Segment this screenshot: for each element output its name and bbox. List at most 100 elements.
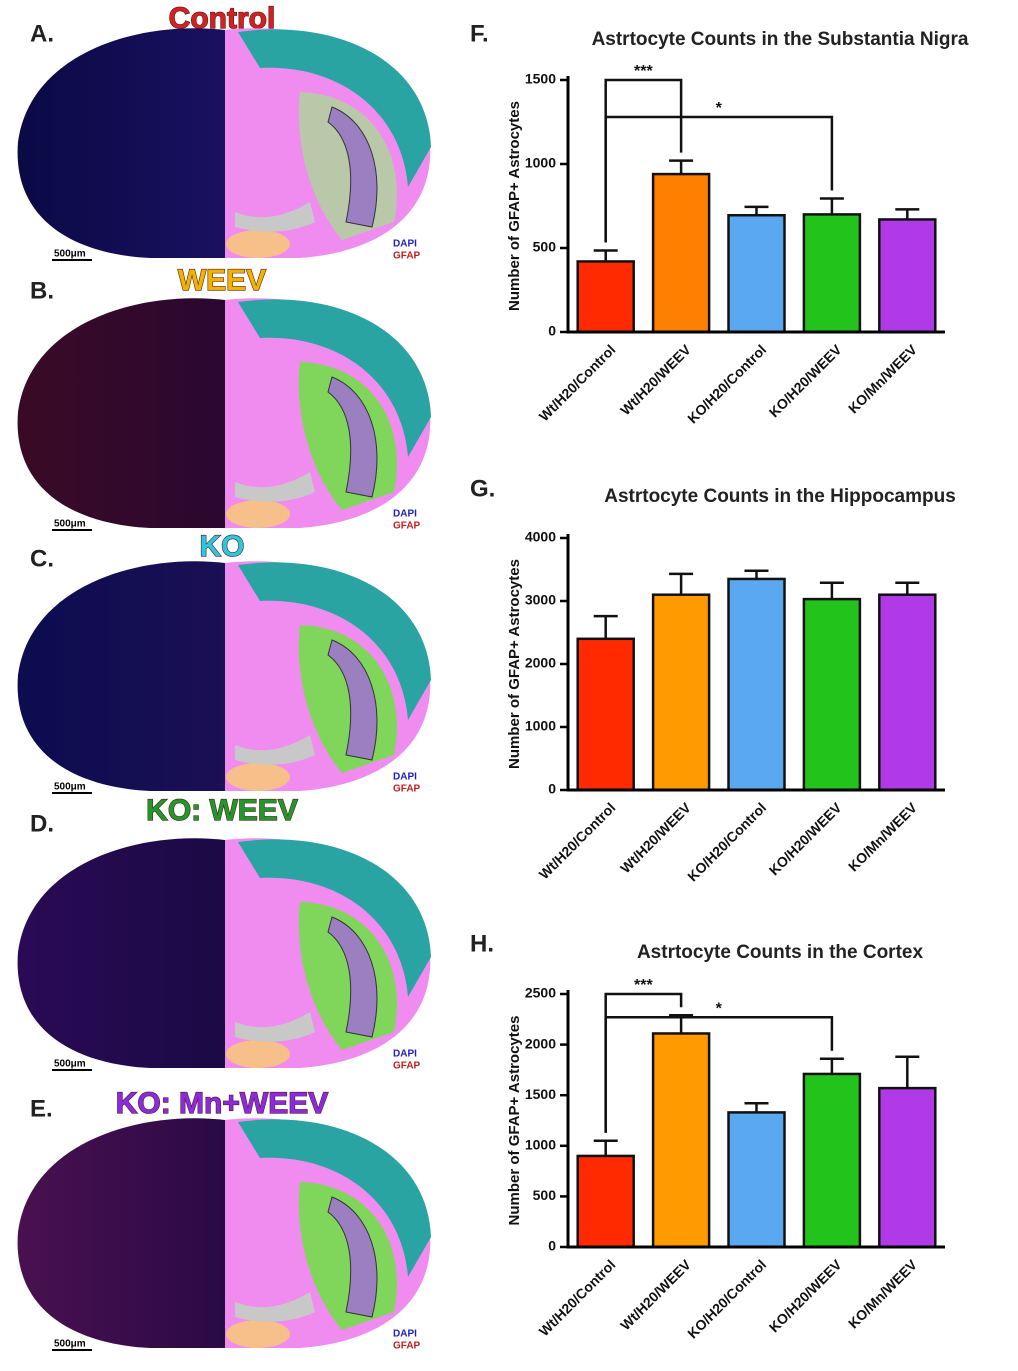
panel-letter: A. bbox=[30, 20, 54, 47]
bar bbox=[578, 1156, 634, 1247]
stain-dapi: DAPI bbox=[393, 772, 417, 783]
error-bar bbox=[745, 207, 769, 215]
y-tick-label: 500 bbox=[533, 239, 557, 255]
error-bar bbox=[594, 251, 618, 262]
atlas-bottom bbox=[226, 1040, 290, 1068]
chart-title: Astrtocyte Counts in the Hippocampus bbox=[604, 486, 956, 507]
x-tick-label: KO/H20/Control bbox=[684, 1256, 769, 1341]
stain-dapi: DAPI bbox=[393, 509, 417, 520]
x-tick-label: Wt/H20/Control bbox=[536, 341, 619, 424]
bar bbox=[729, 1112, 785, 1247]
bar bbox=[729, 215, 785, 332]
atlas-bottom bbox=[226, 763, 290, 791]
panel-title: KO: WEEV bbox=[146, 794, 298, 827]
error-bar bbox=[669, 161, 693, 174]
brain-left bbox=[18, 838, 225, 1068]
x-tick-label: Wt/H20/WEEV bbox=[617, 1256, 694, 1333]
y-tick-label: 1000 bbox=[525, 155, 556, 171]
stain-gfap: GFAP bbox=[393, 784, 421, 795]
y-tick-label: 500 bbox=[533, 1187, 557, 1203]
bar bbox=[653, 1033, 709, 1247]
stain-dapi: DAPI bbox=[393, 239, 417, 250]
x-tick-label: Wt/H20/Control bbox=[536, 1256, 619, 1339]
x-tick-label: KO/Mn/WEEV bbox=[845, 341, 921, 417]
brain-left bbox=[18, 28, 225, 258]
panel-letter: D. bbox=[30, 810, 54, 837]
brain-image: 500μmDAPIGFAP bbox=[18, 838, 431, 1071]
y-axis-label: Number of GFAP+ Astrocytes bbox=[506, 101, 523, 311]
significance-label: *** bbox=[634, 977, 653, 994]
y-axis-label: Number of GFAP+ Astrocytes bbox=[506, 1016, 523, 1226]
scale-bar-label: 500μm bbox=[54, 519, 86, 530]
x-tick-label: KO/H20/WEEV bbox=[766, 341, 845, 420]
y-tick-label: 1000 bbox=[525, 1137, 556, 1153]
y-tick-label: 1500 bbox=[525, 1086, 556, 1102]
significance-label: * bbox=[716, 1000, 723, 1017]
panel-letter: F. bbox=[470, 20, 489, 47]
bar bbox=[879, 1088, 935, 1247]
x-tick-label: Wt/H20/Control bbox=[536, 799, 619, 882]
x-tick-label: Wt/H20/WEEV bbox=[617, 341, 694, 418]
error-bar bbox=[895, 1057, 919, 1088]
x-tick-label: KO/Mn/WEEV bbox=[845, 1256, 921, 1332]
panel-title: WEEV bbox=[178, 264, 266, 297]
stain-gfap: GFAP bbox=[393, 1061, 421, 1072]
y-tick-label: 1000 bbox=[525, 718, 556, 734]
y-tick-label: 1500 bbox=[525, 71, 556, 87]
panel-letter: G. bbox=[470, 475, 495, 502]
error-bar bbox=[895, 583, 919, 595]
y-axis-label: Number of GFAP+ Astrocytes bbox=[506, 559, 523, 769]
figure: A.Control500μmDAPIGFAPB.WEEV500μmDAPIGFA… bbox=[0, 0, 1018, 1371]
bar bbox=[653, 595, 709, 790]
panel-letter: B. bbox=[30, 277, 54, 304]
scale-bar-label: 500μm bbox=[54, 249, 86, 260]
error-bar bbox=[745, 1103, 769, 1112]
atlas-bottom bbox=[226, 230, 290, 258]
y-tick-label: 4000 bbox=[525, 529, 556, 545]
error-bar bbox=[820, 1059, 844, 1074]
bar bbox=[653, 174, 709, 332]
x-tick-label: KO/H20/WEEV bbox=[766, 799, 845, 878]
error-bar bbox=[594, 616, 618, 639]
panel-letter: H. bbox=[470, 930, 494, 957]
error-bar bbox=[820, 198, 844, 214]
stain-gfap: GFAP bbox=[393, 521, 421, 532]
significance-label: * bbox=[716, 100, 723, 117]
chart-title: Astrtocyte Counts in the Substantia Nigr… bbox=[592, 29, 969, 50]
x-tick-label: KO/H20/WEEV bbox=[766, 1256, 845, 1335]
stain-dapi: DAPI bbox=[393, 1329, 417, 1340]
y-tick-label: 2500 bbox=[525, 985, 556, 1001]
brain-left bbox=[18, 298, 225, 528]
significance-bracket bbox=[606, 1017, 832, 1132]
y-tick-label: 2000 bbox=[525, 1035, 556, 1051]
stain-dapi: DAPI bbox=[393, 1049, 417, 1060]
panel-letter: E. bbox=[30, 1095, 53, 1122]
x-tick-label: KO/H20/Control bbox=[684, 799, 769, 884]
significance-label: *** bbox=[634, 63, 653, 80]
x-tick-label: Wt/H20/WEEV bbox=[617, 799, 694, 876]
atlas-bottom bbox=[226, 1320, 290, 1348]
y-tick-label: 0 bbox=[548, 781, 556, 797]
bar bbox=[729, 579, 785, 790]
scale-bar-label: 500μm bbox=[54, 782, 86, 793]
bar bbox=[804, 214, 860, 332]
panel-title: KO bbox=[200, 530, 245, 563]
atlas-bottom bbox=[226, 500, 290, 528]
stain-gfap: GFAP bbox=[393, 251, 421, 262]
y-tick-label: 0 bbox=[548, 323, 556, 339]
y-tick-label: 2000 bbox=[525, 655, 556, 671]
bar bbox=[804, 599, 860, 790]
bar bbox=[879, 219, 935, 332]
bar bbox=[578, 261, 634, 332]
chart-title: Astrtocyte Counts in the Cortex bbox=[637, 942, 924, 963]
error-bar bbox=[820, 583, 844, 599]
scale-bar-label: 500μm bbox=[54, 1339, 86, 1350]
panel-letter: C. bbox=[30, 545, 54, 572]
error-bar bbox=[594, 1141, 618, 1156]
significance-bracket bbox=[606, 117, 832, 243]
y-tick-label: 0 bbox=[548, 1238, 556, 1254]
panel-title: KO: Mn+WEEV bbox=[116, 1087, 329, 1120]
